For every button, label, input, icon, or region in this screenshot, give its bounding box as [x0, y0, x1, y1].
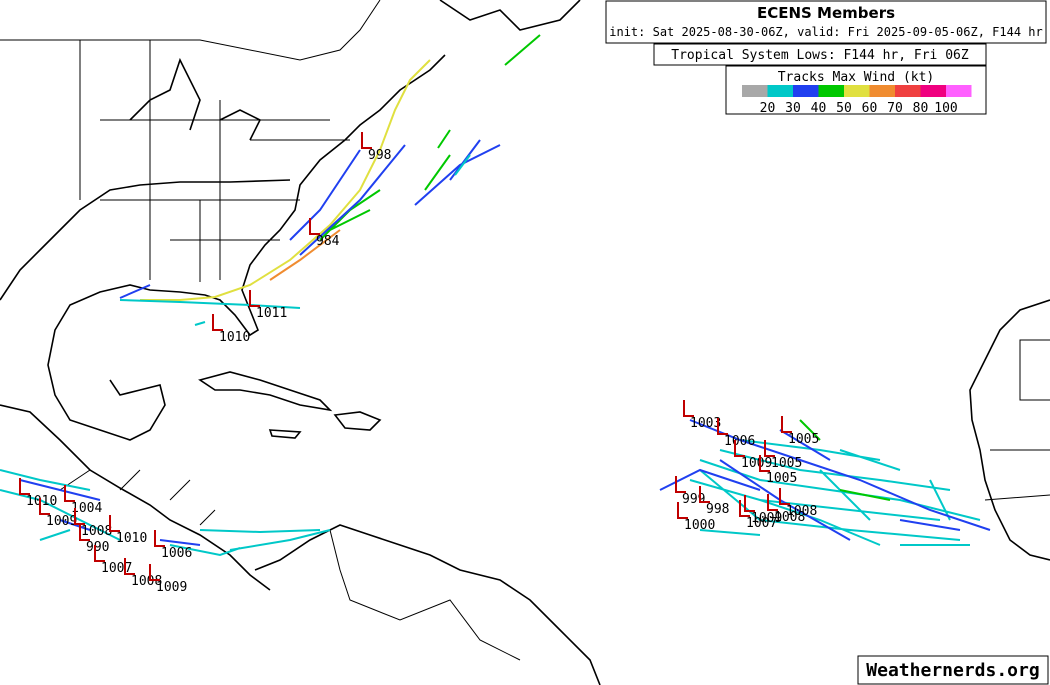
low-pressure: 990 — [86, 540, 109, 555]
legend-label: 20 — [760, 101, 776, 116]
low-pressure: 999 — [682, 492, 705, 507]
low-pressure: 998 — [706, 502, 729, 517]
low-marker — [717, 418, 728, 435]
low-marker — [19, 478, 30, 495]
low-marker — [361, 132, 372, 149]
legend-title: Tracks Max Wind (kt) — [778, 70, 935, 85]
legend-label: 40 — [811, 101, 827, 116]
legend-panel: ECENS Members init: Sat 2025-08-30-06Z, … — [605, 0, 1047, 116]
low-pressure: 1008 — [774, 510, 805, 525]
low-pressure: 1009 — [741, 456, 772, 471]
low-pressure: 984 — [316, 234, 340, 249]
legend-label: 100 — [934, 101, 957, 116]
low-marker — [94, 545, 105, 562]
low-marker — [64, 485, 75, 502]
low-marker — [739, 500, 750, 517]
low-marker — [74, 508, 85, 525]
low-pressure: 1009 — [156, 580, 187, 595]
subtitle: init: Sat 2025-08-30-06Z, valid: Fri 202… — [609, 25, 1042, 39]
low-pressure: 1000 — [684, 518, 715, 533]
low-pressure: 1008 — [81, 524, 112, 539]
color-swatch — [844, 85, 870, 97]
legend-label: 70 — [887, 101, 903, 116]
color-swatch — [767, 85, 793, 97]
low-pressure: 1003 — [690, 416, 721, 431]
color-swatch — [869, 85, 895, 97]
low-marker — [764, 440, 775, 457]
low-marker — [683, 400, 694, 417]
low-marker — [779, 488, 790, 505]
low-marker — [79, 524, 90, 541]
low-marker — [781, 416, 792, 433]
legend-label: 30 — [785, 101, 801, 116]
lows-box — [653, 43, 987, 66]
low-pressure: 1008 — [131, 574, 162, 589]
low-marker — [39, 498, 50, 515]
low-marker — [309, 218, 320, 235]
low-pressure: 1010 — [219, 330, 250, 345]
low-pressure: 1005 — [788, 432, 819, 447]
low-marker — [699, 486, 710, 503]
legend-label: 50 — [836, 101, 852, 116]
lows-title: Tropical System Lows: F144 hr, Fri 06Z — [671, 48, 969, 63]
title: ECENS Members — [757, 4, 895, 22]
color-swatch — [920, 85, 946, 97]
low-pressure: 1009 — [751, 511, 782, 526]
color-swatch — [895, 85, 921, 97]
low-marker — [759, 455, 770, 472]
low-pressure: 1010 — [26, 494, 57, 509]
low-pressure: 1006 — [161, 546, 192, 561]
low-marker — [744, 495, 755, 512]
low-marker — [149, 564, 160, 581]
low-pressure: 1007 — [746, 516, 777, 531]
color-swatch — [946, 85, 972, 97]
low-marker — [675, 476, 686, 493]
low-marker — [249, 290, 260, 307]
low-pressure: 1006 — [724, 434, 755, 449]
low-marker — [154, 530, 165, 547]
low-marker — [212, 314, 223, 331]
low-pressure: 1005 — [771, 456, 802, 471]
low-pressure: 1009 — [46, 514, 77, 529]
credit-box — [857, 655, 1049, 685]
color-swatch — [818, 85, 844, 97]
header-box — [605, 0, 1047, 44]
low-marker — [677, 502, 688, 519]
low-pressure: 1011 — [256, 306, 287, 321]
low-marker — [109, 515, 120, 532]
low-pressure: 1004 — [71, 501, 102, 516]
low-marker — [767, 494, 778, 511]
color-swatch — [793, 85, 819, 97]
borders — [0, 0, 1050, 661]
legend-label: 80 — [913, 101, 929, 116]
color-bar: 20 30 40 50 60 70 80 100 — [742, 85, 972, 116]
credit: Weathernerds.org — [866, 660, 1039, 681]
low-pressure: 998 — [368, 148, 391, 163]
legend-label: 60 — [862, 101, 878, 116]
low-pressure: 1005 — [766, 471, 797, 486]
low-pressure: 1010 — [116, 531, 147, 546]
low-marker — [734, 440, 745, 457]
low-pressure: 1008 — [786, 504, 817, 519]
low-marker — [124, 558, 135, 575]
color-swatch — [742, 85, 768, 97]
